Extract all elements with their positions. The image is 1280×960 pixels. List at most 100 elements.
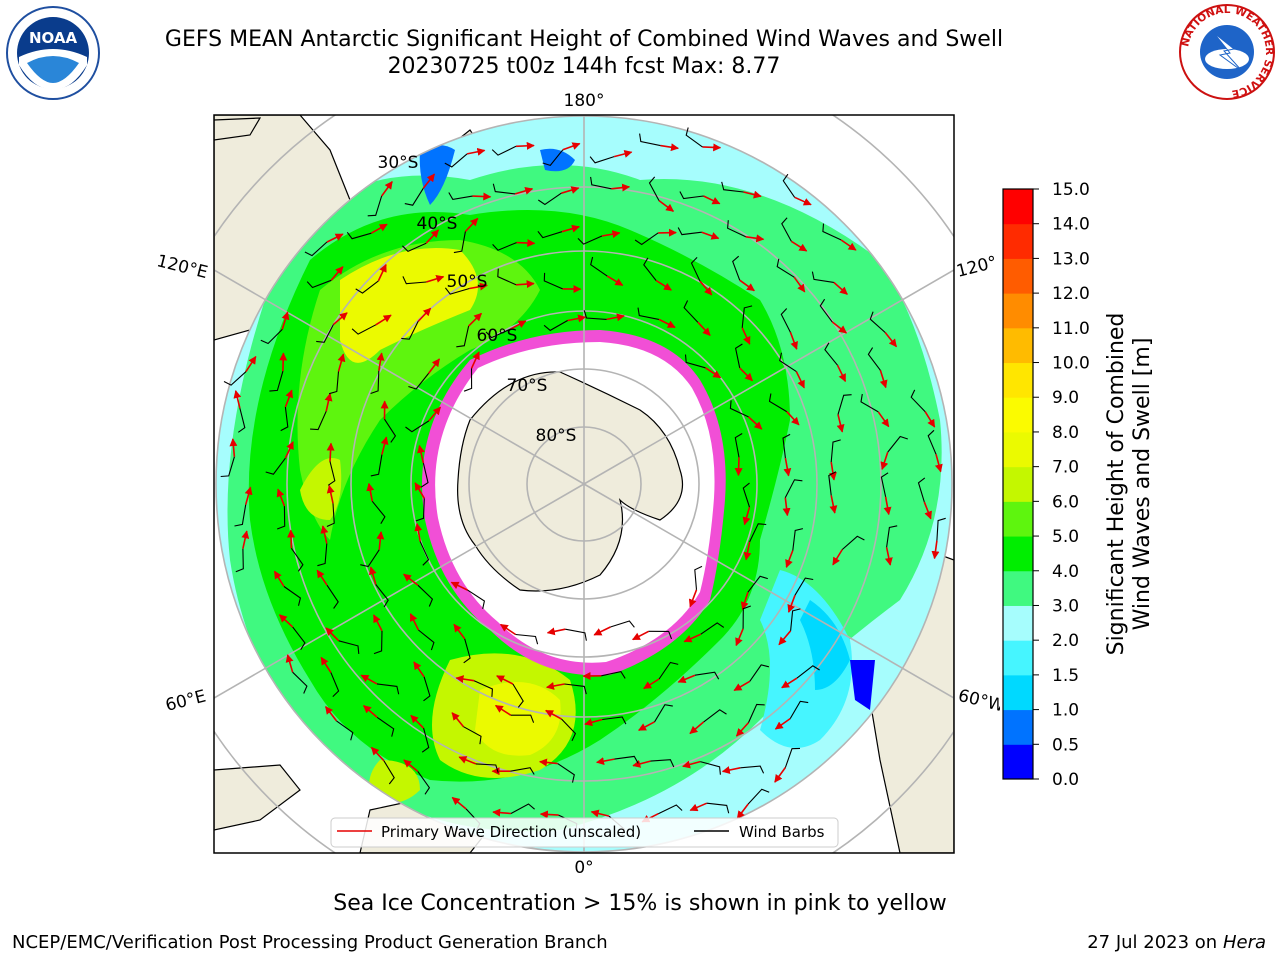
colorbar-tick-label: 10.0 (1052, 354, 1090, 374)
wave-direction-arrow (492, 808, 512, 817)
wind-barb (290, 547, 304, 572)
wind-barb (370, 370, 380, 395)
colorbar-ticks: 0.0 0.5 1.0 1.5 2.0 3.0 4.0 5.0 6.0 7.0 8.0 9.0 10.0… (1033, 180, 1090, 790)
wave-direction-arrow (786, 411, 800, 426)
wind-barb (917, 477, 926, 503)
wave-direction-arrow (702, 143, 722, 152)
wave-direction-arrow (229, 438, 238, 457)
wave-direction-arrow (721, 766, 741, 774)
colorbar-swatch (1003, 431, 1033, 468)
wave-direction-arrow (514, 186, 534, 195)
wind-barb (542, 149, 564, 167)
wind-barb (367, 195, 383, 217)
wave-direction-arrow (931, 540, 940, 560)
wave-direction-arrow (742, 506, 751, 526)
wind-barb (782, 433, 791, 459)
wave-direction-arrow (464, 217, 479, 233)
wave-direction-arrow (879, 370, 888, 389)
colorbar-swatch (1003, 327, 1033, 364)
lon-label-120w: 120° (955, 252, 1000, 281)
wind-barb (830, 439, 841, 463)
wave-direction-arrow (244, 486, 253, 505)
wind-barb (404, 188, 424, 206)
map-legend: Primary Wave Direction (unscaled) Wind B… (330, 817, 839, 848)
wind-barb (747, 575, 768, 593)
wind-barb (401, 321, 419, 340)
wave-direction-arrow (643, 678, 660, 690)
wind-barbs (220, 127, 946, 837)
wave-direction-arrow (923, 501, 932, 520)
wave-direction-arrow (606, 275, 624, 286)
wind-barb (887, 435, 908, 453)
wind-barb (448, 192, 473, 201)
wind-barb (384, 418, 397, 443)
wave-direction-arrow (562, 142, 581, 151)
wind-barb (220, 456, 235, 478)
wind-barb (351, 324, 377, 335)
wind-barb (564, 683, 587, 695)
wind-barb (292, 671, 308, 694)
wind-barb (637, 307, 660, 320)
wave-direction-arrow (747, 416, 763, 430)
wave-direction-arrow (539, 810, 559, 819)
wind-barb (867, 347, 881, 371)
wind-barb (886, 525, 898, 548)
colorbar-swatch (1003, 640, 1033, 676)
wave-direction-arrow (450, 581, 468, 591)
footer-date-text: 27 Jul 2023 on (1087, 932, 1223, 953)
wave-direction-arrow (682, 760, 701, 769)
wind-barb (565, 628, 587, 641)
wave-direction-arrow (831, 321, 848, 334)
wind-barb (694, 565, 703, 590)
lon-label-120e: 120°E (155, 251, 210, 283)
colorbar-tick-label: 4.0 (1052, 562, 1079, 582)
wind-barb (316, 324, 334, 343)
wind-barb (515, 633, 539, 645)
lon-label-60w: 60°W (956, 686, 1000, 717)
graticule (214, 115, 954, 853)
wind-barb (742, 605, 751, 629)
wind-barb (590, 256, 608, 277)
wave-direction-arrow (368, 566, 377, 585)
wave-direction-arrow (332, 312, 348, 326)
colorbar-tick-label: 12.0 (1052, 284, 1090, 304)
wave-direction-arrow (658, 199, 675, 212)
wave-direction-arrow (883, 496, 892, 516)
wave-direction-arrow (637, 721, 655, 732)
wave-direction-arrow (325, 627, 340, 642)
wind-barb (537, 192, 562, 206)
lon-label-0: 0° (574, 858, 593, 878)
lat-label-40s: 40°S (417, 214, 458, 234)
wave-direction-arrow (689, 721, 705, 735)
wind-barb (234, 504, 247, 527)
wave-direction-arrow (774, 767, 787, 783)
wind-barb (492, 183, 516, 195)
wave-direction-arrow (782, 497, 791, 517)
wave-direction-arrow (276, 488, 286, 507)
wave-direction-arrow (470, 351, 480, 369)
sea-ice-note: Sea Ice Concentration > 15% is shown in … (333, 891, 947, 916)
wave-direction-arrow (632, 759, 651, 768)
wave-direction-arrow (561, 186, 580, 194)
wave-direction-arrow (245, 355, 257, 373)
wave-direction-arrow (285, 654, 294, 673)
wind-barb (280, 407, 289, 432)
colorbar-tick-label: 15.0 (1052, 180, 1090, 200)
wave-height-map: 30°S 40°S 50°S 60°S 70°S 80°S 180° 120°E… (155, 91, 1000, 878)
wind-barb (371, 500, 386, 524)
wind-barb (405, 420, 430, 433)
wave-direction-arrow (658, 318, 676, 329)
wave-direction-arrow (516, 239, 536, 248)
wind-barb (658, 661, 679, 680)
wind-barb (283, 586, 302, 606)
wind-barb (790, 608, 801, 631)
wave-direction-arrow (417, 307, 432, 322)
wave-direction-arrow (422, 173, 436, 189)
wind-barb (415, 498, 425, 522)
wind-barb (304, 241, 328, 257)
wave-direction-arrow (458, 756, 477, 765)
wind-barb (473, 680, 493, 697)
wind-barb (491, 145, 517, 156)
wind-barb (510, 767, 535, 775)
wave-direction-arrow (428, 406, 442, 422)
